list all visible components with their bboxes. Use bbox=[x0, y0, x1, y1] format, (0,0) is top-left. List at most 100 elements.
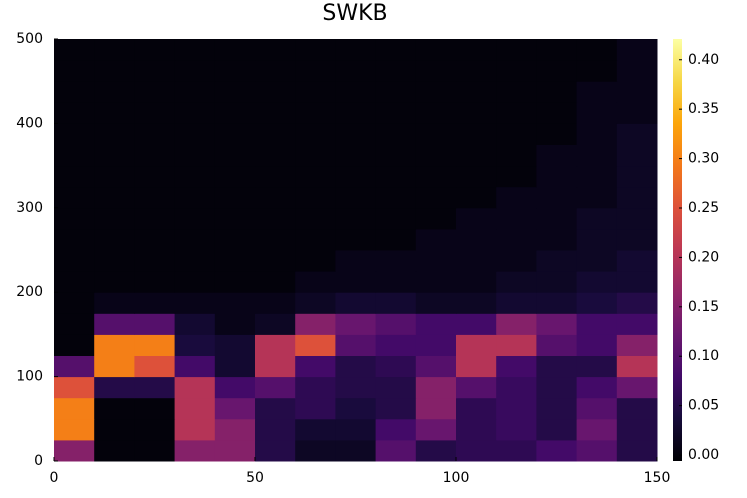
heatmap-cell bbox=[295, 165, 336, 188]
heatmap-cell bbox=[94, 228, 135, 251]
heatmap-cell bbox=[456, 102, 497, 124]
heatmap-cell bbox=[54, 334, 95, 356]
x-tick-label: 0 bbox=[50, 470, 59, 486]
heatmap-cell bbox=[54, 292, 95, 314]
heatmap-cell bbox=[134, 313, 176, 335]
heatmap-cell bbox=[214, 376, 256, 399]
heatmap-cell bbox=[576, 355, 618, 378]
heatmap-cell bbox=[456, 123, 497, 145]
heatmap-cell bbox=[335, 39, 377, 61]
heatmap-cell bbox=[616, 123, 658, 145]
heatmap-cell bbox=[415, 376, 457, 399]
heatmap-cell bbox=[174, 165, 216, 188]
heatmap-cell bbox=[536, 271, 578, 293]
heatmap-cell bbox=[255, 228, 296, 251]
heatmap-cell bbox=[616, 397, 658, 420]
heatmap-cell bbox=[616, 165, 658, 188]
heatmap-cell bbox=[335, 418, 377, 441]
heatmap-cell bbox=[375, 397, 417, 420]
y-tick-label: 0 bbox=[34, 453, 43, 469]
heatmap-cell bbox=[94, 376, 135, 399]
heatmap-cell bbox=[174, 313, 216, 335]
x-tick-label: 150 bbox=[644, 470, 671, 486]
heatmap-cell bbox=[456, 313, 497, 335]
heatmap-cell bbox=[255, 355, 296, 378]
heatmap-cell bbox=[255, 418, 296, 441]
heatmap-cell bbox=[375, 186, 417, 209]
heatmap-cell bbox=[295, 271, 336, 293]
heatmap-cell bbox=[536, 81, 578, 103]
heatmap-cell bbox=[54, 271, 95, 293]
heatmap-cell bbox=[335, 207, 377, 230]
colorbar bbox=[673, 39, 682, 461]
heatmap-cell bbox=[496, 81, 537, 103]
heatmap-cell bbox=[174, 144, 216, 167]
heatmap-cell bbox=[295, 123, 336, 145]
heatmap-cell bbox=[255, 165, 296, 188]
heatmap-cell bbox=[54, 144, 95, 167]
heatmap-cell bbox=[415, 81, 457, 103]
heatmap-cell bbox=[94, 292, 135, 314]
heatmap-cell bbox=[536, 292, 578, 314]
heatmap-cell bbox=[415, 313, 457, 335]
heatmap-cell bbox=[456, 439, 497, 462]
heatmap-cell bbox=[456, 271, 497, 293]
heatmap-cell bbox=[496, 355, 537, 378]
heatmap-cell bbox=[456, 418, 497, 441]
heatmap-cell bbox=[335, 123, 377, 145]
heatmap-cell bbox=[415, 250, 457, 272]
heatmap-cell bbox=[174, 250, 216, 272]
heatmap-cell bbox=[576, 250, 618, 272]
heatmap-cell bbox=[496, 292, 537, 314]
heatmap-cell bbox=[576, 144, 618, 167]
heatmap-cell bbox=[174, 60, 216, 82]
heatmap-cell bbox=[255, 250, 296, 272]
heatmap-cell bbox=[134, 39, 176, 61]
heatmap-cell bbox=[134, 144, 176, 167]
heatmap-cell bbox=[174, 334, 216, 356]
heatmap-cell bbox=[496, 39, 537, 61]
heatmap-cell bbox=[536, 186, 578, 209]
heatmap-cell bbox=[134, 250, 176, 272]
heatmap-cell bbox=[255, 439, 296, 462]
heatmap-cell bbox=[134, 397, 176, 420]
heatmap-cell bbox=[536, 439, 578, 462]
heatmap-cell bbox=[295, 81, 336, 103]
heatmap-cell bbox=[94, 439, 135, 462]
heatmap-cell bbox=[54, 439, 95, 462]
heatmap-cell bbox=[496, 313, 537, 335]
heatmap-cell bbox=[255, 376, 296, 399]
heatmap-cell bbox=[576, 123, 618, 145]
heatmap-cell bbox=[94, 418, 135, 441]
heatmap-cell bbox=[94, 39, 135, 61]
heatmap-cell bbox=[174, 376, 216, 399]
heatmap-cell bbox=[456, 334, 497, 356]
heatmap-cell bbox=[616, 60, 658, 82]
heatmap-cell bbox=[536, 313, 578, 335]
heatmap-cell bbox=[54, 250, 95, 272]
heatmap-cell bbox=[496, 60, 537, 82]
heatmap-cell bbox=[54, 186, 95, 209]
heatmap-cell bbox=[295, 228, 336, 251]
heatmap-cell bbox=[415, 60, 457, 82]
heatmap-cell bbox=[576, 334, 618, 356]
heatmap-cell bbox=[576, 165, 618, 188]
heatmap-cell bbox=[295, 439, 336, 462]
heatmap-cell bbox=[415, 123, 457, 145]
heatmap-cell bbox=[576, 439, 618, 462]
heatmap-cell bbox=[576, 228, 618, 251]
heatmap-cell bbox=[415, 39, 457, 61]
heatmap-cell bbox=[335, 439, 377, 462]
heatmap-cell bbox=[536, 418, 578, 441]
heatmap-cell bbox=[214, 313, 256, 335]
heatmap-cell bbox=[54, 81, 95, 103]
heatmap-cell bbox=[375, 39, 417, 61]
heatmap-cell bbox=[295, 186, 336, 209]
heatmap-cell bbox=[54, 102, 95, 124]
heatmap-cell bbox=[375, 376, 417, 399]
heatmap-cell bbox=[214, 271, 256, 293]
heatmap-cell bbox=[496, 123, 537, 145]
heatmap-cell bbox=[295, 397, 336, 420]
heatmap-cell bbox=[456, 186, 497, 209]
